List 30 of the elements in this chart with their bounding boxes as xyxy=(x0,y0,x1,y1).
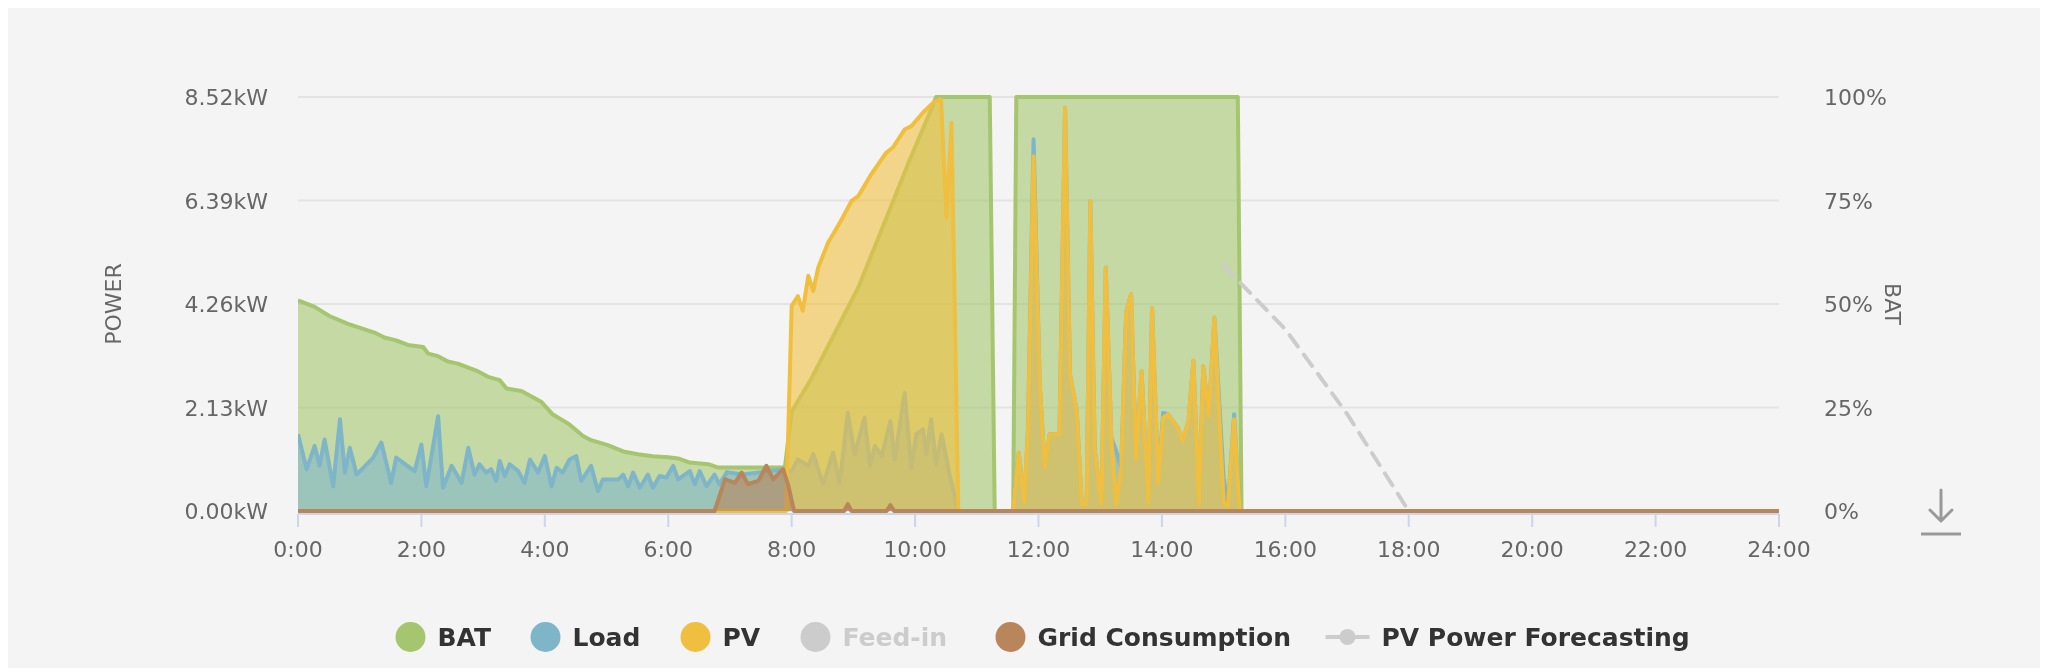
x-tick-label: 12:00 xyxy=(1006,537,1071,562)
y2-tick-label: 75% xyxy=(1824,188,1873,214)
x-tick-label: 18:00 xyxy=(1377,537,1441,562)
y-axis-title: POWER xyxy=(101,263,126,345)
x-tick-label: 24:00 xyxy=(1747,537,1811,562)
x-tick-label: 14:00 xyxy=(1130,537,1194,562)
x-tick-label: 8:00 xyxy=(766,537,817,562)
legend-label: PV xyxy=(722,623,761,652)
x-tick-label: 16:00 xyxy=(1253,537,1318,562)
x-tick-label: 20:00 xyxy=(1500,537,1564,562)
legend-label: BAT xyxy=(437,623,492,652)
x-tick-label: 10:00 xyxy=(883,537,947,562)
legend-label: PV Power Forecasting xyxy=(1381,623,1690,652)
y-tick-label: 4.26kW xyxy=(184,292,269,317)
x-tick-label: 6:00 xyxy=(643,537,693,562)
y2-tick-label: 0% xyxy=(1824,499,1859,524)
x-tick-label: 4:00 xyxy=(520,537,570,562)
y-tick-label: 6.39kW xyxy=(184,188,269,214)
y-tick-label: 8.52kW xyxy=(184,85,269,110)
y2-tick-label: 50% xyxy=(1824,292,1873,317)
y2-tick-label: 25% xyxy=(1824,395,1873,421)
x-tick-label: 2:00 xyxy=(396,537,447,562)
legend-label: Grid Consumption xyxy=(1037,623,1291,652)
y-tick-label: 2.13kW xyxy=(184,395,269,421)
x-tick-label: 0:00 xyxy=(273,537,323,562)
x-tick-label: 22:00 xyxy=(1623,537,1688,562)
y2-tick-label: 100% xyxy=(1824,85,1887,110)
legend-label: Load xyxy=(572,623,641,652)
y2-axis-title: BAT xyxy=(1880,283,1905,326)
y-tick-label: 0.00kW xyxy=(184,499,269,524)
